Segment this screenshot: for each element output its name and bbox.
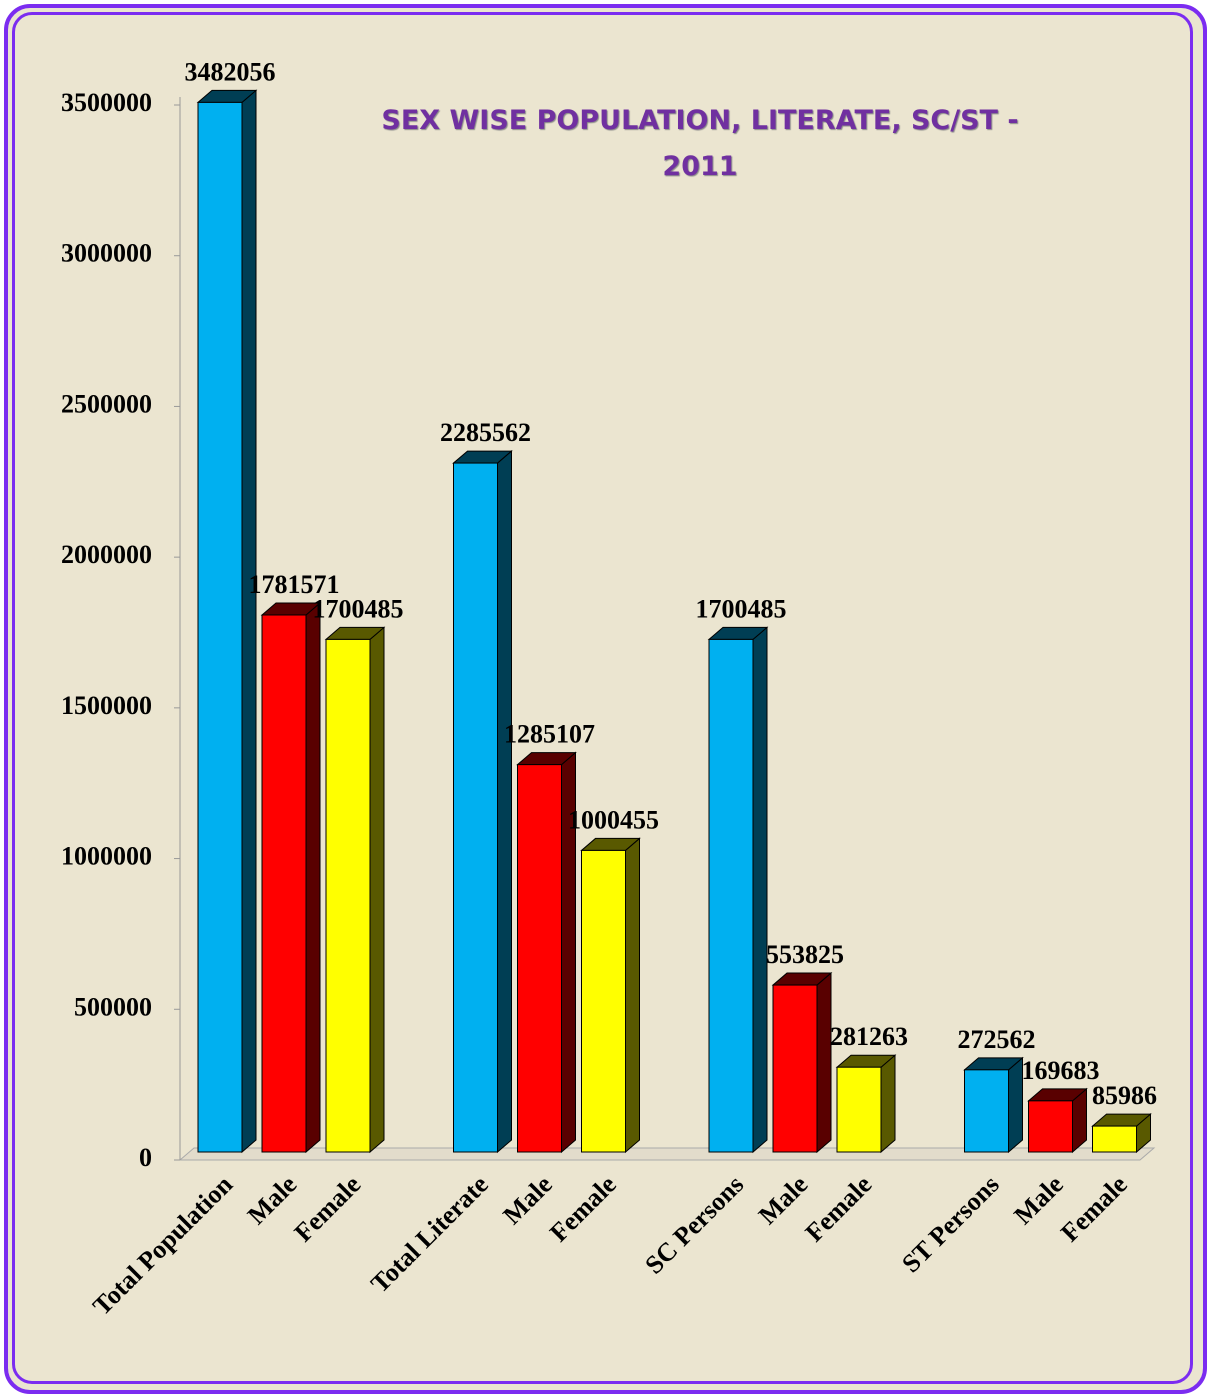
data-label: 1700485 bbox=[313, 594, 404, 623]
data-label: 1781571 bbox=[249, 570, 340, 599]
y-tick-label: 2000000 bbox=[61, 540, 152, 569]
floor bbox=[178, 1147, 1156, 1161]
data-label: 2285562 bbox=[440, 418, 531, 447]
bar bbox=[1028, 1100, 1073, 1153]
bar-side bbox=[369, 626, 385, 1154]
bar-side bbox=[1008, 1056, 1023, 1154]
x-tick-label: ST Persons bbox=[896, 1170, 1005, 1279]
y-tick-label: 1500000 bbox=[61, 691, 152, 720]
data-label: 1285107 bbox=[504, 720, 595, 749]
bar bbox=[708, 638, 754, 1153]
inner-frame bbox=[12, 12, 1193, 1384]
bar bbox=[1092, 1125, 1137, 1153]
bar bbox=[964, 1069, 1009, 1153]
y-tick-label: 0 bbox=[139, 1143, 152, 1172]
data-label: 3482056 bbox=[185, 57, 276, 86]
bar-side bbox=[816, 971, 832, 1154]
bar-side bbox=[305, 601, 321, 1154]
x-tick-label: Female bbox=[289, 1170, 367, 1248]
data-label: 169683 bbox=[1022, 1056, 1100, 1085]
bar bbox=[772, 984, 818, 1153]
data-label: 1700485 bbox=[696, 594, 787, 623]
y-tick-label: 3000000 bbox=[61, 239, 152, 268]
x-tick-label: Female bbox=[544, 1170, 622, 1248]
y-tick-label: 1000000 bbox=[61, 842, 152, 871]
bar bbox=[453, 462, 498, 1153]
bar bbox=[197, 101, 243, 1153]
bar-side bbox=[752, 626, 768, 1154]
data-label: 85986 bbox=[1092, 1081, 1157, 1110]
bar-side bbox=[241, 89, 257, 1154]
chart-title: SEX WISE POPULATION, LITERATE, SC/ST - 2… bbox=[381, 105, 1019, 182]
data-label: 553825 bbox=[766, 940, 844, 969]
y-tick-label: 2500000 bbox=[61, 389, 152, 418]
bar bbox=[517, 764, 562, 1153]
bar-side bbox=[497, 449, 512, 1154]
y-tick-label: 3500000 bbox=[61, 88, 152, 117]
x-tick-label: SC Persons bbox=[639, 1170, 749, 1280]
data-label: 1000455 bbox=[568, 805, 659, 834]
bar bbox=[261, 614, 307, 1153]
bar bbox=[581, 849, 626, 1153]
bar bbox=[325, 638, 371, 1153]
bar bbox=[836, 1066, 882, 1153]
y-tick-label: 500000 bbox=[74, 992, 152, 1021]
bar-side bbox=[625, 837, 640, 1154]
data-label: 272562 bbox=[958, 1025, 1036, 1054]
data-label: 281263 bbox=[830, 1022, 908, 1051]
x-tick-label: Total Literate bbox=[365, 1170, 494, 1299]
x-tick-label: Female bbox=[1055, 1170, 1133, 1248]
bar-side bbox=[880, 1054, 896, 1154]
x-tick-label: Female bbox=[800, 1170, 878, 1248]
x-tick-label: Total Population bbox=[87, 1169, 238, 1320]
